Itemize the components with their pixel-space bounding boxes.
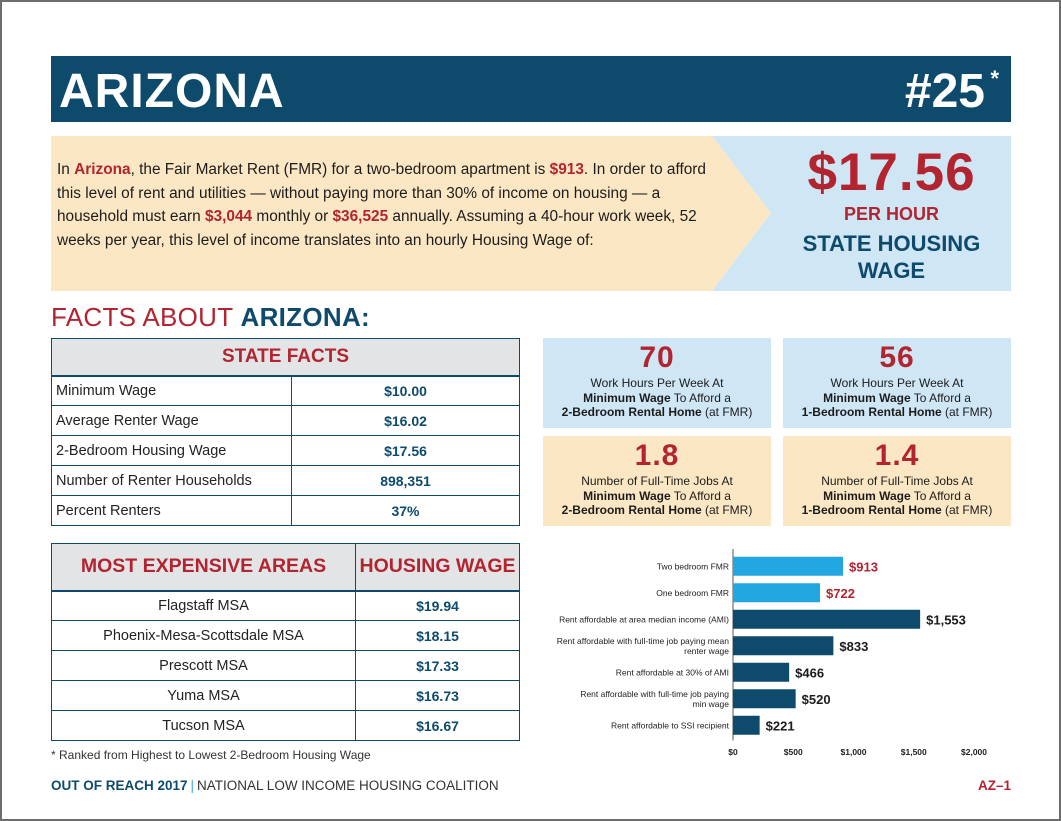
stat-box-hours-1br: 56 Work Hours Per Week At Minimum Wage To… xyxy=(783,338,1011,428)
intro-state-name: Arizona xyxy=(74,161,131,178)
stat-number: 1.8 xyxy=(634,439,680,472)
facts-heading-state: ARIZONA: xyxy=(240,302,370,332)
chart-bar xyxy=(733,556,844,576)
housing-wage-label: STATE HOUSING WAGE xyxy=(802,231,981,283)
chart-category-label: renter wage xyxy=(684,646,729,656)
chart-category-label: min wage xyxy=(693,699,730,709)
intro-annual-income: $36,525 xyxy=(332,208,389,225)
page-number: AZ–1 xyxy=(977,778,1011,793)
state-facts-heading: STATE FACTS xyxy=(51,338,520,377)
chart-x-tick-label: $1,000 xyxy=(841,747,867,757)
table-row: Phoenix-Mesa-Scottsdale MSA $18.15 xyxy=(51,620,520,651)
state-banner: ARIZONA #25 * xyxy=(51,56,1011,122)
chart-value-label: $466 xyxy=(795,665,824,680)
table-row: Percent Renters 37% xyxy=(51,495,520,526)
expensive-areas-table: MOST EXPENSIVE AREAS HOUSING WAGE Flagst… xyxy=(51,543,520,741)
table-row: Average Renter Wage $16.02 xyxy=(51,405,520,436)
intro-panel: In Arizona, the Fair Market Rent (FMR) f… xyxy=(51,136,771,291)
table-row: 2-Bedroom Housing Wage $17.56 xyxy=(51,435,520,466)
chart-bar xyxy=(733,715,760,735)
chart-value-label: $221 xyxy=(766,718,795,733)
table-row: Tucson MSA $16.67 xyxy=(51,710,520,741)
state-rank: #25 xyxy=(904,65,985,118)
wage-box-background xyxy=(712,136,1011,291)
stat-box-jobs-2br: 1.8 Number of Full-Time Jobs At Minimum W… xyxy=(543,436,771,526)
intro-fmr-value: $913 xyxy=(549,161,584,178)
intro-arrow-background xyxy=(51,136,771,291)
chart-value-label: $833 xyxy=(839,639,868,654)
table-row: Prescott MSA $17.33 xyxy=(51,650,520,681)
state-title: ARIZONA xyxy=(59,65,285,118)
stat-number: 56 xyxy=(879,341,915,374)
chart-category-label: Rent affordable at area median income (A… xyxy=(559,614,729,624)
stat-box-hours-2br: 70 Work Hours Per Week At Minimum Wage To… xyxy=(543,338,771,428)
chart-x-tick-label: $1,500 xyxy=(901,747,927,757)
stat-number: 70 xyxy=(639,341,675,374)
stat-box-jobs-1br: 1.4 Number of Full-Time Jobs At Minimum W… xyxy=(783,436,1011,526)
chart-category-label: Rent affordable to SSI recipient xyxy=(611,720,730,730)
areas-column-header: MOST EXPENSIVE AREAS xyxy=(51,543,356,592)
chart-value-label: $520 xyxy=(802,692,831,707)
table-row: Yuma MSA $16.73 xyxy=(51,680,520,711)
stat-number: 1.4 xyxy=(874,439,920,472)
wage-column-header: HOUSING WAGE xyxy=(355,543,520,592)
chart-category-label: Two bedroom FMR xyxy=(657,561,729,571)
stat-description: Number of Full-Time Jobs At Minimum Wage … xyxy=(561,474,753,517)
chart-x-tick-label: $2,000 xyxy=(961,747,987,757)
intro-monthly-income: $3,044 xyxy=(205,208,253,225)
housing-wage-per: PER HOUR xyxy=(843,204,939,224)
footer-source: OUT OF REACH 2017 | NATIONAL LOW INCOME HO… xyxy=(51,778,499,793)
chart-value-label: $1,553 xyxy=(926,612,966,627)
chart-value-label: $722 xyxy=(826,586,855,601)
housing-wage-box: $17.56 PER HOUR STATE HOUSING WAGE xyxy=(712,136,1011,291)
chart-category-label: Rent affordable with full-time job payin… xyxy=(580,689,729,699)
chart-x-tick-label: $500 xyxy=(784,747,803,757)
chart-x-tick-label: $0 xyxy=(728,747,738,757)
chart-bar xyxy=(733,662,790,682)
table-row: Number of Renter Households 898,351 xyxy=(51,465,520,496)
intro-paragraph: In Arizona, the Fair Market Rent (FMR) f… xyxy=(57,161,706,249)
footnote: * Ranked from Highest to Lowest 2-Bedroo… xyxy=(51,748,371,762)
chart-bar xyxy=(733,689,796,709)
state-facts-table: STATE FACTS Minimum Wage $10.00 Average R… xyxy=(51,338,520,526)
chart-category-label: One bedroom FMR xyxy=(656,588,729,598)
chart-bar xyxy=(733,636,834,656)
housing-wage-amount: $17.56 xyxy=(807,143,976,202)
stat-description: Work Hours Per Week At Minimum Wage To Af… xyxy=(561,376,753,419)
footer-report: OUT OF REACH 2017 xyxy=(51,778,188,793)
table-row: Minimum Wage $10.00 xyxy=(51,375,520,406)
chart-bar xyxy=(733,583,821,603)
rank-footnote-mark: * xyxy=(990,66,999,91)
stat-description: Number of Full-Time Jobs At Minimum Wage … xyxy=(801,474,993,517)
chart-value-label: $913 xyxy=(849,559,878,574)
chart-category-label: Rent affordable at 30% of AMI xyxy=(616,667,729,677)
chart-bar xyxy=(733,609,921,629)
footer-org: NATIONAL LOW INCOME HOUSING COALITION xyxy=(197,778,499,793)
table-row: Flagstaff MSA $19.94 xyxy=(51,590,520,621)
facts-heading: FACTS ABOUT ARIZONA: xyxy=(51,302,370,332)
chart-category-label: Rent affordable with full-time job payin… xyxy=(557,636,730,646)
stat-description: Work Hours Per Week At Minimum Wage To Af… xyxy=(801,376,993,419)
rent-comparison-chart: Two bedroom FMR $913 One bedroom FMR $722 Re… xyxy=(557,549,987,757)
